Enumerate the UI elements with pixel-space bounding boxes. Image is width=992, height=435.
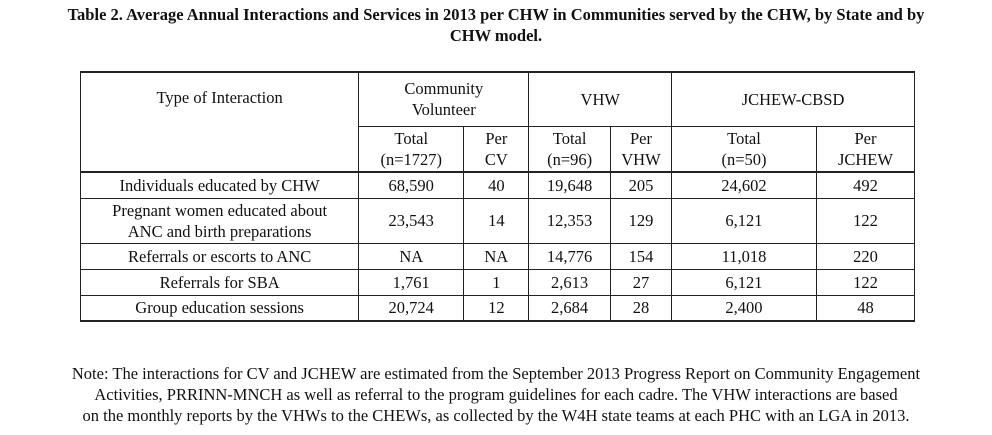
subheader-text: Total	[552, 128, 587, 148]
subheader-text: CV	[484, 149, 508, 169]
jchew-per-cell: 48	[815, 294, 916, 322]
jchew-total-cell: 24,602	[671, 171, 817, 198]
jchew-per-cell: 220	[815, 242, 916, 269]
subheader-vhw-per: Per VHW	[609, 125, 673, 172]
subheader-text: (n=96)	[547, 149, 593, 169]
vhw-total-cell: 12,353	[528, 197, 611, 243]
cv-header-line-2: Volunteer	[411, 100, 476, 120]
cv-per-cell: 14	[463, 197, 530, 243]
jchew-total-cell: 2,400	[671, 294, 817, 322]
table-row: Referrals for SBA 1,761 1 2,613 27 6,121…	[79, 268, 916, 295]
subheader-text: Total	[394, 128, 429, 148]
row-type-cell: Referrals or escorts to ANC	[79, 242, 360, 269]
group-header-jchew: JCHEW-CBSD	[671, 71, 915, 126]
title-line-1: Table 2. Average Annual Interactions and…	[67, 5, 925, 24]
cv-total-cell: 23,543	[358, 197, 465, 243]
header-row-subcolumns: Total (n=1727) Per CV Total (n=96) Per V…	[81, 125, 916, 172]
subheader-text: Per	[854, 128, 877, 148]
cv-per-cell: 1	[463, 268, 530, 295]
subheader-text: JCHEW	[837, 149, 893, 169]
vhw-total-cell: 2,684	[528, 294, 611, 322]
jchew-total-cell: 6,121	[671, 268, 817, 295]
cv-per-cell: 40	[463, 171, 530, 198]
vhw-per-cell: 27	[609, 268, 673, 295]
vhw-header-label: VHW	[580, 89, 620, 109]
row-type-label: Group education sessions	[135, 298, 304, 318]
cv-total-cell: 68,590	[358, 171, 465, 198]
subheader-text: (n=50)	[721, 149, 767, 169]
subheader-vhw-total: Total (n=96)	[528, 125, 611, 172]
subheader-text: (n=1727)	[380, 149, 443, 169]
jchew-total-cell: 11,018	[671, 242, 817, 269]
row-type-label: Referrals for SBA	[159, 272, 280, 292]
cv-per-cell: NA	[463, 242, 530, 269]
jchew-per-cell: 122	[815, 268, 916, 295]
row-type-label: Referrals or escorts to ANC	[127, 246, 312, 266]
subheader-cv-per: Per CV	[463, 125, 530, 172]
row-type-cell: Pregnant women educated about ANC and bi…	[79, 197, 360, 243]
row-type-label: Pregnant women educated about	[112, 200, 328, 220]
header-row-groups: Type of Interaction Community Volunteer …	[79, 71, 915, 172]
subheader-jchew-per: Per JCHEW	[815, 125, 916, 172]
note-line-2: Activities, PRRINN-MNCH as well as refer…	[94, 385, 898, 404]
type-of-interaction-header: Type of Interaction	[79, 71, 360, 172]
table-title: Table 2. Average Annual Interactions and…	[0, 4, 992, 46]
subheader-text: Per	[629, 128, 652, 148]
cv-total-cell: NA	[358, 242, 465, 269]
table-row: Group education sessions 20,724 12 2,684…	[79, 294, 916, 322]
cv-per-cell: 12	[463, 294, 530, 322]
type-header-label: Type of Interaction	[156, 88, 283, 107]
vhw-total-cell: 2,613	[528, 268, 611, 295]
table-note: Note: The interactions for CV and JCHEW …	[0, 363, 992, 426]
group-header-vhw: VHW	[528, 71, 673, 126]
subheader-jchew-total: Total (n=50)	[671, 125, 817, 172]
cv-total-cell: 1,761	[358, 268, 465, 295]
cv-header-line-1: Community	[404, 79, 484, 99]
vhw-total-cell: 14,776	[528, 242, 611, 269]
interactions-table: Type of Interaction Community Volunteer …	[79, 71, 916, 322]
table-row: Pregnant women educated about ANC and bi…	[79, 197, 916, 243]
subheader-text: Total	[727, 128, 761, 148]
jchew-per-cell: 122	[815, 197, 916, 243]
subheader-text: Per	[485, 128, 508, 148]
title-line-2: CHW model.	[449, 26, 543, 45]
jchew-per-cell: 492	[815, 171, 916, 198]
vhw-total-cell: 19,648	[528, 171, 611, 198]
table-row: Referrals or escorts to ANC NA NA 14,776…	[79, 242, 916, 269]
table-row: Individuals educated by CHW 68,590 40 19…	[79, 171, 916, 198]
jchew-total-cell: 6,121	[671, 197, 817, 243]
row-type-cell: Group education sessions	[79, 294, 360, 322]
vhw-per-cell: 28	[609, 294, 673, 322]
row-type-label: Individuals educated by CHW	[119, 175, 320, 195]
subheader-cv-total: Total (n=1727)	[358, 125, 465, 172]
row-type-cell: Referrals for SBA	[79, 268, 360, 295]
jchew-header-label: JCHEW-CBSD	[741, 89, 845, 109]
note-line-3: on the monthly reports by the VHWs to th…	[82, 406, 910, 425]
vhw-per-cell: 154	[609, 242, 673, 269]
note-line-1: Note: The interactions for CV and JCHEW …	[71, 364, 921, 383]
vhw-per-cell: 205	[609, 171, 673, 198]
vhw-per-cell: 129	[609, 197, 673, 243]
row-type-label-line-2: ANC and birth preparations	[127, 221, 312, 241]
cv-total-cell: 20,724	[358, 294, 465, 322]
subheader-text: VHW	[621, 149, 661, 169]
group-header-community-volunteer: Community Volunteer	[358, 71, 530, 126]
row-type-cell: Individuals educated by CHW	[79, 171, 360, 198]
